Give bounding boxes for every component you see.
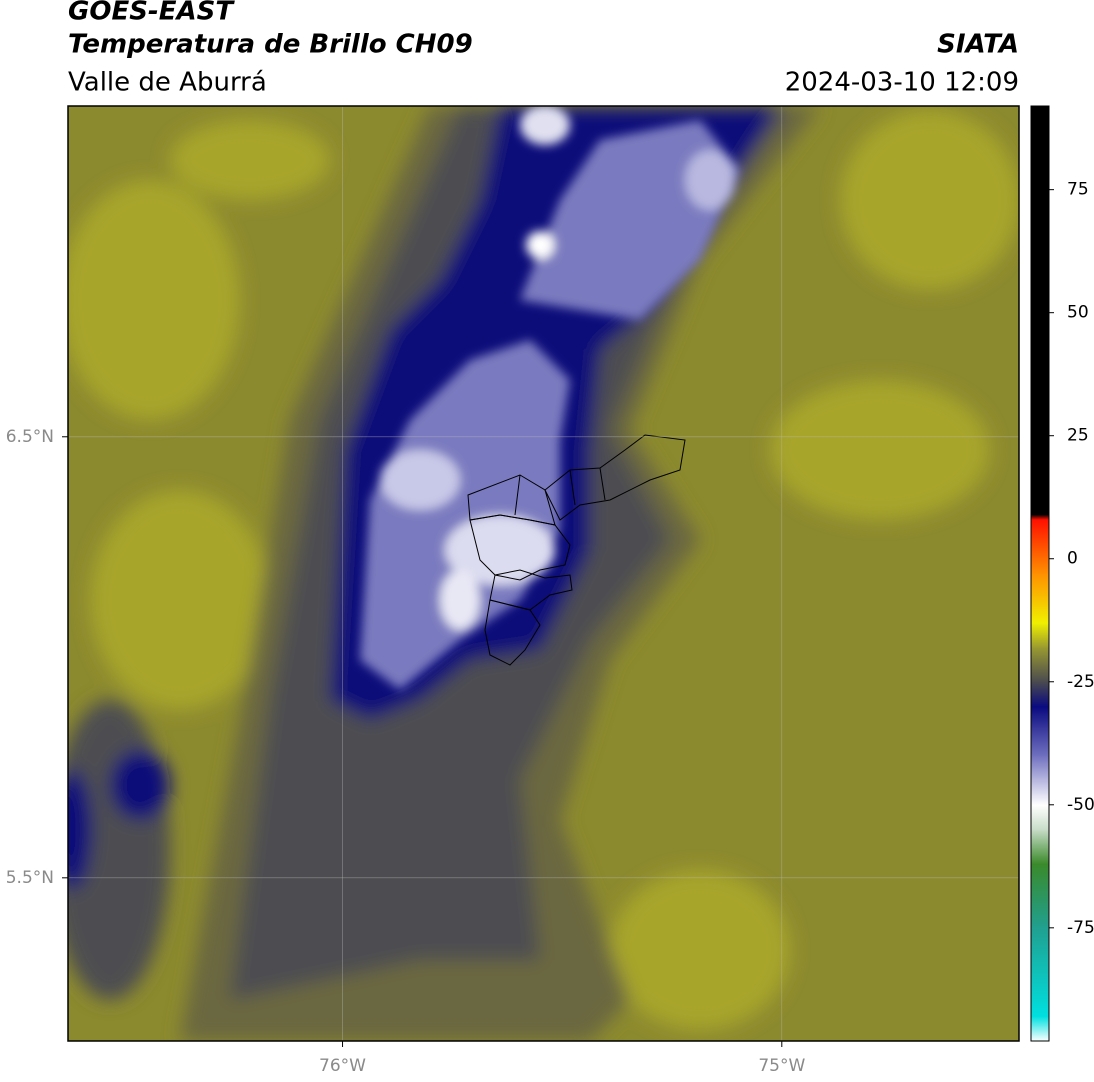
y-tick-label: 6.5°N xyxy=(6,427,54,447)
colorbar-frame xyxy=(1030,105,1050,1042)
source: SIATA xyxy=(937,30,1019,60)
colorbar-segment xyxy=(1031,804,1049,830)
colorbar-segment xyxy=(1031,106,1049,515)
colorbar-segment xyxy=(1031,622,1049,648)
colorbar-tick-label: -50 xyxy=(1067,795,1094,815)
y-tick-label: 5.5°N xyxy=(6,868,54,888)
colorbar-segment xyxy=(1031,573,1049,624)
colorbar-segment xyxy=(1031,514,1049,520)
colorbar-tick-label: 75 xyxy=(1067,180,1089,200)
colorbar-segment xyxy=(1031,829,1049,865)
region: Valle de Aburrá xyxy=(68,68,267,98)
datetime: 2024-03-10 12:09 xyxy=(785,68,1019,98)
colorbar-tick-label: -75 xyxy=(1067,918,1094,938)
subtitle: Temperatura de Brillo CH09 xyxy=(68,30,473,60)
map-frame xyxy=(67,105,1020,1042)
colorbar-segment xyxy=(1031,519,1049,574)
title: GOES-EAST xyxy=(68,0,235,27)
colorbar-segment xyxy=(1031,927,1049,1017)
colorbar-segment xyxy=(1031,863,1049,929)
colorbar-segment xyxy=(1031,647,1049,683)
colorbar-segment xyxy=(1031,681,1049,707)
colorbar-tick-label: 0 xyxy=(1067,549,1078,569)
colorbar-tick-label: 25 xyxy=(1067,426,1089,446)
colorbar-segment xyxy=(1031,755,1049,806)
x-tick-label: 75°W xyxy=(758,1056,805,1076)
colorbar-tick-label: -25 xyxy=(1067,672,1094,692)
colorbar-segment xyxy=(1031,1016,1049,1042)
colorbar-segment xyxy=(1031,706,1049,757)
x-tick-label: 76°W xyxy=(319,1056,366,1076)
colorbar-tick-label: 50 xyxy=(1067,303,1089,323)
satellite-image xyxy=(68,106,1019,1041)
